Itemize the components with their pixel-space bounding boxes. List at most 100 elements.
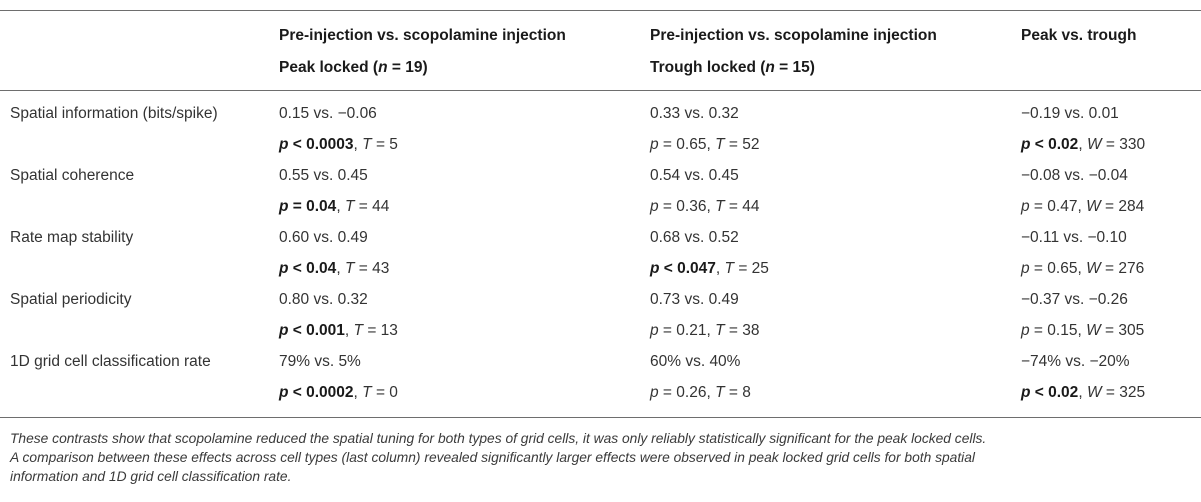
cell-values-c3: −0.37 vs. −0.26 <box>1021 291 1128 308</box>
header-col1: Pre-injection vs. scopolamine injection … <box>279 26 566 78</box>
caption-line-3: information and 1D grid cell classificat… <box>10 469 292 484</box>
cell-stats-c2: p = 0.21, T = 38 <box>650 321 759 341</box>
cell-stats-c1: p < 0.0002, T = 0 <box>279 383 398 403</box>
stat-symbol: T <box>715 198 725 215</box>
cell-values-c1: 0.55 vs. 0.45 <box>279 167 368 184</box>
stat-value: = 305 <box>1100 322 1145 339</box>
separator: , <box>353 136 363 153</box>
header-col2-line2: Trough locked (n = 15) <box>650 59 815 76</box>
stat-value: = 13 <box>363 322 398 339</box>
cell-stats-c3: p = 0.65, W = 276 <box>1021 259 1144 279</box>
separator: , <box>1078 384 1087 401</box>
cell-values-c2: 0.73 vs. 0.49 <box>650 291 739 308</box>
separator: , <box>1078 136 1087 153</box>
p-value: = 0.36, <box>658 198 716 215</box>
cell-values-c1: 0.15 vs. −0.06 <box>279 105 377 122</box>
stat-value: = 44 <box>354 198 390 215</box>
p-value: = 0.65, <box>658 136 716 153</box>
header-col3: Peak vs. trough <box>1021 26 1136 46</box>
header-col1-line2: Peak locked (n = 19) <box>279 59 428 76</box>
table-top-rule <box>0 10 1201 11</box>
stat-symbol: T <box>724 260 735 277</box>
p-symbol: p <box>650 384 659 401</box>
p-symbol: p <box>1021 198 1030 215</box>
cell-values-c2: 60% vs. 40% <box>650 353 741 370</box>
stat-value: = 330 <box>1101 136 1146 153</box>
stat-value: = 325 <box>1101 384 1146 401</box>
cell-stats-c1: p < 0.0003, T = 5 <box>279 135 398 155</box>
cell-values-c1: 0.60 vs. 0.49 <box>279 229 368 246</box>
stat-value: = 44 <box>724 198 760 215</box>
cell-values-c3: −0.08 vs. −0.04 <box>1021 167 1128 184</box>
caption-line-1: These contrasts show that scopolamine re… <box>10 431 987 446</box>
cell-stats-c1: p < 0.001, T = 13 <box>279 321 398 341</box>
stat-value: = 38 <box>724 322 760 339</box>
stat-symbol: W <box>1086 260 1101 277</box>
stat-symbol: W <box>1086 384 1102 401</box>
p-value: < 0.02 <box>1030 136 1079 153</box>
p-value: < 0.0003 <box>288 136 354 153</box>
cell-values-c2: 0.68 vs. 0.52 <box>650 229 739 246</box>
table-caption: These contrasts show that scopolamine re… <box>10 429 1195 486</box>
p-value: = 0.65, <box>1029 260 1087 277</box>
p-symbol: p <box>650 136 659 153</box>
p-value: < 0.04 <box>288 260 337 277</box>
cell-values-c3: −0.19 vs. 0.01 <box>1021 105 1119 122</box>
separator: , <box>715 260 725 277</box>
p-value: = 0.21, <box>658 322 716 339</box>
p-value: = 0.15, <box>1029 322 1087 339</box>
stat-value: = 0 <box>371 384 398 401</box>
p-value: < 0.02 <box>1030 384 1079 401</box>
stat-symbol: W <box>1086 322 1101 339</box>
stat-symbol: T <box>362 136 372 153</box>
stat-symbol: W <box>1086 136 1102 153</box>
separator: , <box>336 198 345 215</box>
stat-symbol: T <box>353 322 364 339</box>
cell-stats-c2: p = 0.36, T = 44 <box>650 197 759 217</box>
p-symbol: p <box>1021 260 1030 277</box>
stat-value: = 5 <box>371 136 398 153</box>
row-label: Rate map stability <box>10 229 134 246</box>
stat-value: = 25 <box>734 260 769 277</box>
p-symbol: p <box>1021 322 1030 339</box>
p-symbol: p <box>279 198 289 215</box>
header-col2-line1: Pre-injection vs. scopolamine injection <box>650 27 937 44</box>
cell-stats-c3: p < 0.02, W = 330 <box>1021 135 1145 155</box>
p-value: < 0.001 <box>288 322 345 339</box>
row-label: 1D grid cell classification rate <box>10 353 211 370</box>
header-col2: Pre-injection vs. scopolamine injection … <box>650 26 937 78</box>
stat-value: = 284 <box>1100 198 1145 215</box>
p-symbol: p <box>279 322 289 339</box>
p-symbol: p <box>650 260 660 277</box>
p-value: = 0.47, <box>1029 198 1087 215</box>
p-value: = 0.04 <box>288 198 337 215</box>
p-symbol: p <box>279 384 289 401</box>
stat-symbol: T <box>715 136 725 153</box>
p-symbol: p <box>1021 136 1031 153</box>
cell-values-c1: 79% vs. 5% <box>279 353 361 370</box>
p-symbol: p <box>1021 384 1031 401</box>
cell-stats-c3: p = 0.15, W = 305 <box>1021 321 1144 341</box>
stat-symbol: T <box>715 384 725 401</box>
caption-line-2: A comparison between these effects acros… <box>10 450 975 465</box>
cell-values-c1: 0.80 vs. 0.32 <box>279 291 368 308</box>
stat-value: = 8 <box>724 384 751 401</box>
cell-stats-c2: p = 0.26, T = 8 <box>650 383 751 403</box>
separator: , <box>344 322 354 339</box>
cell-stats-c3: p < 0.02, W = 325 <box>1021 383 1145 403</box>
cell-stats-c3: p = 0.47, W = 284 <box>1021 197 1144 217</box>
cell-values-c2: 0.33 vs. 0.32 <box>650 105 739 122</box>
cell-values-c3: −0.11 vs. −0.10 <box>1021 229 1127 246</box>
cell-values-c2: 0.54 vs. 0.45 <box>650 167 739 184</box>
cell-stats-c1: p = 0.04, T = 44 <box>279 197 389 217</box>
cell-stats-c2: p < 0.047, T = 25 <box>650 259 769 279</box>
separator: , <box>336 260 345 277</box>
p-value: < 0.047 <box>659 260 716 277</box>
p-value: = 0.26, <box>658 384 716 401</box>
row-label: Spatial coherence <box>10 167 135 184</box>
table-bottom-rule <box>0 417 1201 418</box>
cell-stats-c1: p < 0.04, T = 43 <box>279 259 389 279</box>
p-symbol: p <box>650 198 659 215</box>
stat-value: = 43 <box>354 260 390 277</box>
stat-symbol: T <box>715 322 725 339</box>
